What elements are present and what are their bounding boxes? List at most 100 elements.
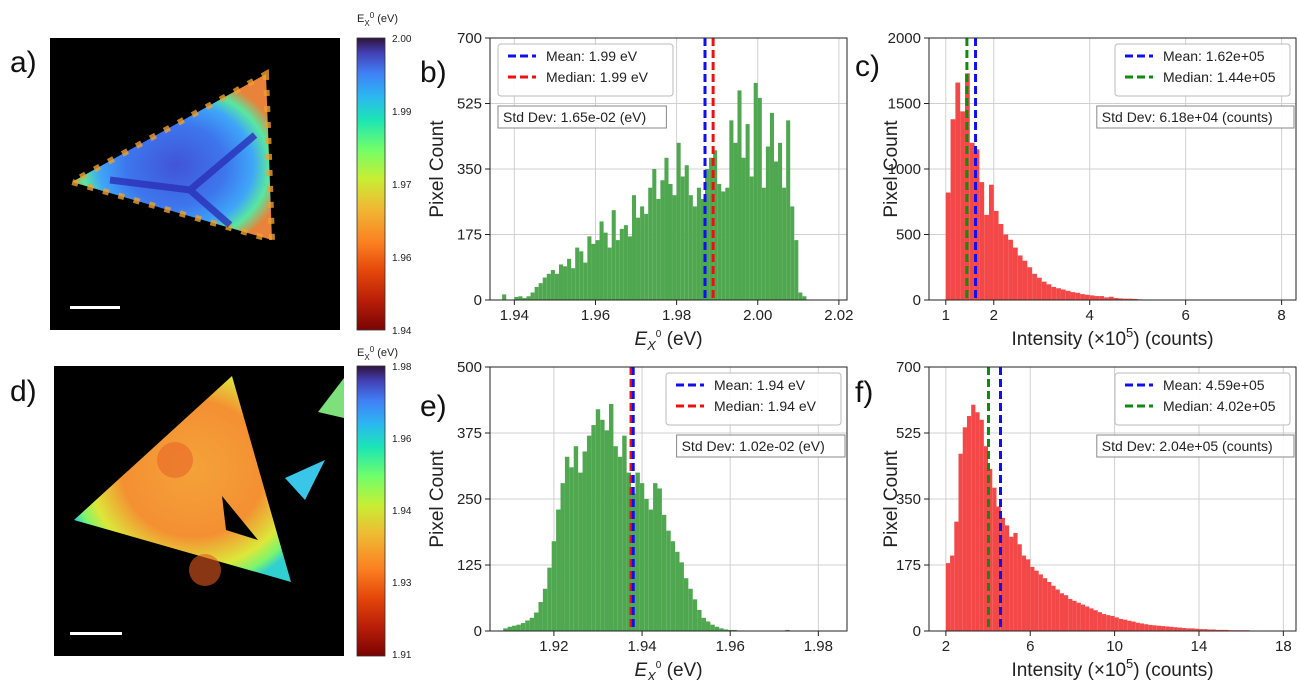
histogram-bar [622,435,627,631]
histogram-bar [975,412,980,631]
y-tick-label: 175 [457,227,482,244]
x-tick-label: 6 [1181,307,1189,324]
histogram-bar [945,563,951,631]
histogram-bar [679,562,684,631]
x-tick-label: 4 [1086,307,1094,324]
histogram-bar [714,626,720,631]
histogram-bar [599,221,604,300]
histogram-bar [617,456,623,631]
std-dev-label: Std Dev: 1.65e-02 (eV) [503,109,646,125]
panel-label-e: e) [420,390,447,423]
histogram-bar [1123,298,1129,300]
histogram-bar [578,472,583,631]
histogram-bar [955,82,961,300]
histogram-bar [1041,281,1047,300]
histogram-bar [1123,619,1128,631]
legend-label: Median: 4.02e+05 [1163,398,1276,414]
y-tick-label: 500 [457,359,482,376]
histogram-bar [1026,559,1031,631]
histogram-bar [1038,574,1043,631]
histogram-bar [591,243,596,300]
histogram-bar [1139,623,1145,631]
histogram-bar [525,620,530,631]
histogram-bar [615,240,620,300]
histogram-bar [1004,525,1010,631]
std-dev-box [676,434,846,458]
histogram-bar [701,617,706,631]
y-axis-label: Pixel Count [427,450,448,548]
histogram-bar [653,483,658,631]
histogram-bar [725,187,730,300]
histogram-bar [1051,286,1057,300]
x-tick-label: 10 [1106,638,1123,655]
histogram-bar [607,247,612,300]
histogram-bar [737,90,742,301]
y-tick-label: 1500 [888,96,921,113]
legend-box [1114,372,1291,426]
histogram-bar [595,240,600,300]
histogram-bar [954,521,959,631]
histogram-bar [516,624,521,631]
histogram-bar [993,210,999,300]
histogram-e: 1.92 1.94 1.96 1.98 0 125 250 375 500 Mean: 1.94 … [427,359,848,680]
colorbar-d-tick: 1.94 [392,506,412,517]
histogram-bar [1198,629,1204,631]
x-tick-label: 8 [1277,307,1285,324]
histogram-bar [542,277,547,300]
histogram-bar [1099,296,1105,300]
histogram-bar [962,427,967,631]
x-tick-label: 1.94 [500,307,529,324]
colorbar-a-tick: 1.99 [392,107,412,118]
histogram-bar [1114,617,1119,631]
histogram-bar [567,258,572,300]
histogram-bar [794,240,799,300]
histogram-bar [583,262,588,300]
histogram-bar [573,446,579,631]
histogram-bar [705,621,711,631]
histogram-bar [1182,627,1187,631]
y-tick-label: 525 [457,96,482,113]
histogram-bar [538,283,543,300]
histogram-c: 1 2 4 6 8 0 500 1000 1500 2000 Mean: 1.62e+05 Media… [881,30,1297,350]
histogram-bar [551,541,557,631]
histogram-bar [1135,622,1140,631]
y-axis-label: Pixel Count [427,120,448,218]
std-dev-box [1096,434,1295,458]
histogram-bar [586,435,592,631]
x-tick-label: 1.98 [662,307,691,324]
histogram-bar [1003,234,1009,300]
x-tick-label: 1 [942,307,950,324]
histogram-bar [571,268,576,300]
histogram-bar [1021,555,1027,631]
histogram-bar [1008,239,1013,300]
histogram-bar [688,588,693,631]
histogram-bar [644,213,649,300]
histogram-bar [530,292,535,300]
x-tick-label: 2 [990,307,998,324]
histogram-bar [782,187,787,300]
histogram-bar [723,629,728,631]
histogram-bar [979,182,985,300]
histogram-bar [988,184,994,300]
x-tick-label: 1.96 [581,307,610,324]
histogram-bar [1207,629,1212,631]
histogram-bar [1055,589,1060,631]
map-d-edge-flake [318,378,344,418]
map-d-spot [189,554,221,586]
histogram-bar [757,97,762,300]
histogram-b: 1.94 1.96 1.98 2.00 2.02 0 175 350 525 700 Mean: 1… [427,30,853,353]
colorbar-a-tick: 1.96 [392,253,412,264]
histogram-bar [721,191,726,300]
y-tick-label: 175 [896,557,921,574]
histogram-bar [709,157,714,300]
histogram-bar [502,294,507,300]
x-tick-label: 2 [942,638,950,655]
y-tick-label: 1000 [888,161,921,178]
histogram-bar [1036,277,1042,300]
histogram-bar [579,251,584,300]
panel-label-f: f) [855,376,874,409]
colorbar-a: EX0 (eV) 2.00 1.99 1.97 1.96 1.94 [356,11,412,337]
histogram-bar [563,266,568,300]
histogram-bar [1080,604,1086,631]
